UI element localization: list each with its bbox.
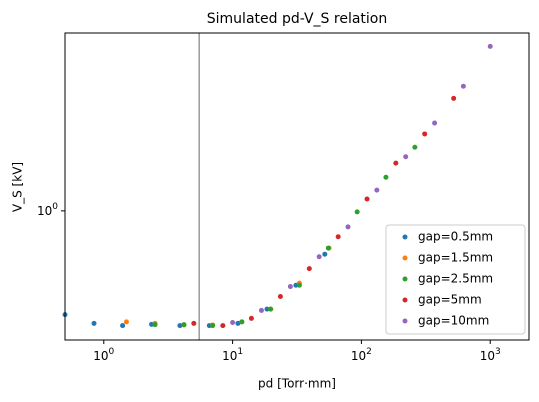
- point: [264, 306, 270, 312]
- legend-label: gap=5mm: [418, 293, 482, 307]
- point: [364, 196, 370, 202]
- y-tick-label: 100: [37, 201, 58, 217]
- legend-marker: [402, 297, 408, 303]
- point: [345, 224, 351, 230]
- point: [374, 187, 380, 193]
- point: [239, 319, 245, 325]
- point: [220, 323, 226, 329]
- point: [296, 282, 302, 288]
- x-tick-label: 101: [222, 347, 243, 363]
- chart-title: Simulated pd-V_S relation: [207, 11, 387, 27]
- point: [287, 284, 293, 290]
- point: [230, 319, 236, 325]
- point: [354, 209, 360, 215]
- legend-marker: [402, 234, 408, 240]
- point: [487, 43, 493, 49]
- point: [177, 323, 183, 329]
- point: [460, 83, 466, 89]
- point: [422, 131, 428, 137]
- point: [152, 322, 158, 328]
- x-tick-label: 100: [93, 347, 114, 363]
- legend-box: [385, 224, 526, 335]
- legend-marker: [402, 255, 408, 261]
- legend-label: gap=10mm: [418, 314, 489, 328]
- plot-frame: [64, 32, 530, 341]
- point: [258, 307, 264, 313]
- y-axis-label: V_S [kV]: [11, 162, 25, 212]
- point: [123, 319, 129, 325]
- point: [248, 315, 254, 321]
- legend-label: gap=0.5mm: [418, 230, 493, 244]
- legend-marker: [402, 276, 408, 282]
- point: [322, 251, 328, 257]
- point: [210, 323, 216, 329]
- point: [412, 144, 418, 150]
- point: [432, 120, 438, 126]
- x-tick-label: 103: [480, 347, 501, 363]
- point: [316, 254, 322, 260]
- point: [91, 320, 97, 326]
- point: [403, 154, 409, 160]
- x-tick-label: 102: [351, 347, 372, 363]
- point: [306, 266, 312, 272]
- point: [335, 234, 341, 240]
- point: [120, 323, 126, 329]
- point: [325, 245, 331, 251]
- point: [268, 306, 274, 312]
- point: [451, 95, 457, 101]
- point: [191, 320, 197, 326]
- point: [235, 320, 241, 326]
- point: [181, 322, 187, 328]
- x-axis-label: pd [Torr·mm]: [258, 377, 336, 391]
- point: [383, 174, 389, 180]
- point: [277, 294, 283, 300]
- point: [393, 160, 399, 166]
- legend-label: gap=1.5mm: [418, 251, 493, 265]
- legend-marker: [402, 318, 408, 324]
- legend-label: gap=2.5mm: [418, 272, 493, 286]
